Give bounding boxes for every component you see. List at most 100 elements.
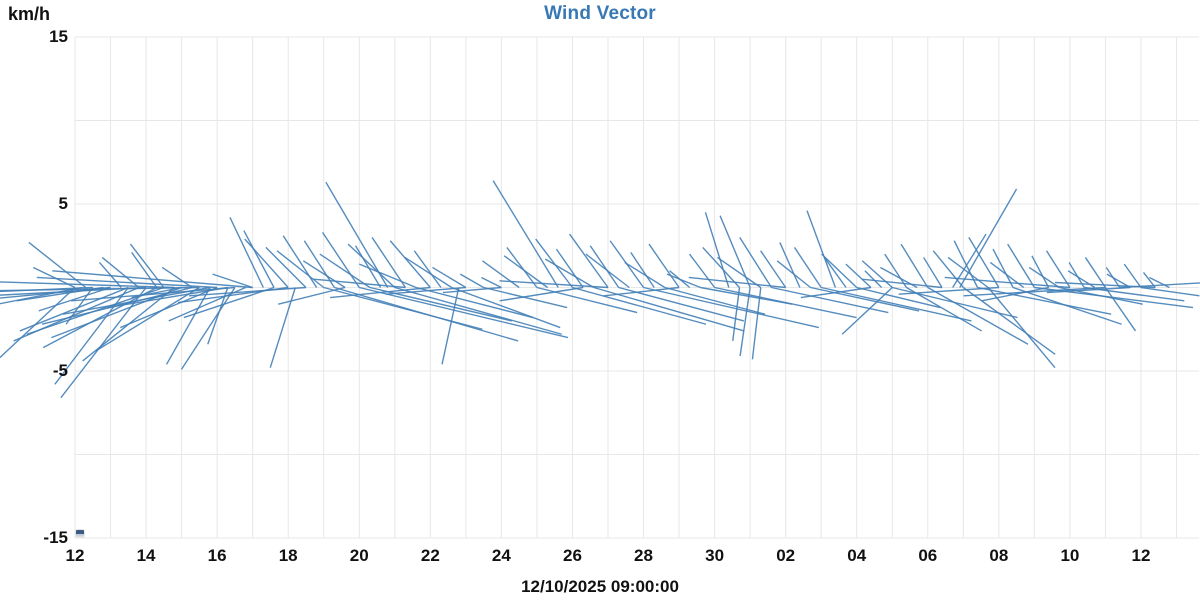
wind-vector-line — [506, 246, 538, 288]
wind-vector-line — [107, 286, 228, 309]
wind-vector-line — [95, 286, 200, 352]
wind-vector-line — [719, 215, 751, 288]
wind-vector-line — [700, 286, 793, 305]
x-tick-label: 22 — [420, 546, 440, 565]
wind-vector-line — [771, 286, 889, 314]
y-tick-label: 15 — [49, 27, 68, 46]
x-tick-label: 26 — [562, 546, 582, 565]
wind-vector-line — [1054, 281, 1156, 289]
x-tick-label: 02 — [776, 546, 796, 565]
wind-vector-line — [732, 287, 741, 342]
wind-vector-line — [347, 243, 396, 289]
wind-vector-line — [389, 240, 431, 288]
wind-vector-line — [688, 253, 716, 288]
wind-vector-line — [776, 260, 811, 289]
wind-vector-line — [1104, 287, 1137, 332]
x-tick-label: 12 — [65, 546, 85, 565]
wind-vector-line — [739, 237, 773, 288]
wind-vector-line — [624, 261, 666, 289]
wind-vector-line — [0, 286, 200, 292]
wind-vector-line — [1012, 286, 1122, 325]
wind-vector-line — [900, 243, 929, 288]
wind-vector-line — [451, 286, 561, 329]
wind-vector-line — [618, 286, 745, 322]
wind-vector-line — [1067, 270, 1096, 289]
wind-vector-line — [212, 273, 253, 289]
wind-vector-line — [441, 287, 460, 365]
wind-vector-line — [42, 286, 158, 349]
wind-vector-line — [303, 240, 335, 288]
wind-vector-line — [898, 286, 999, 295]
wind-vector-line — [0, 281, 175, 289]
wind-vector-line — [800, 286, 872, 299]
wind-vector-line — [19, 286, 129, 332]
wind-vector-line — [1084, 257, 1107, 288]
wind-vector-line — [821, 286, 972, 322]
wind-vector-line — [165, 287, 211, 365]
wind-vector-line — [810, 286, 920, 312]
wind-vector-line — [947, 256, 989, 289]
wind-vector-line — [664, 286, 766, 315]
y-tick-label: -15 — [43, 528, 68, 547]
x-tick-label: 14 — [136, 546, 156, 565]
wind-vector-line — [131, 252, 158, 288]
wind-vector-line — [1142, 272, 1156, 288]
wind-vector-line — [244, 238, 289, 288]
wind-vector-line — [36, 276, 218, 289]
wind-vector-line — [630, 252, 655, 288]
wind-vector-line — [535, 238, 574, 288]
wind-vector-line — [1028, 266, 1060, 289]
wind-vector-line — [569, 233, 609, 288]
x-tick-label: 04 — [847, 546, 867, 565]
wind-vector-line — [481, 276, 502, 289]
x-tick-label: 28 — [634, 546, 653, 565]
wind-vector-line — [821, 253, 858, 289]
wind-vector-line — [923, 257, 943, 288]
wind-vector-line — [161, 266, 193, 289]
wind-vector-line — [648, 243, 680, 288]
wind-vector-line — [779, 242, 801, 288]
x-tick-label: 24 — [491, 546, 511, 565]
wind-vector-line — [1045, 250, 1071, 288]
wind-vector-line — [962, 286, 1056, 355]
wind-vector-line — [276, 250, 325, 289]
wind-vector-line — [987, 287, 1056, 369]
wind-vector-line — [666, 273, 701, 289]
x-tick-label: 10 — [1060, 546, 1080, 565]
chart-title: Wind Vector — [544, 3, 656, 24]
wind-vector-line — [932, 250, 964, 288]
wind-vector-line — [503, 255, 549, 289]
wind-vector-line — [1149, 276, 1170, 289]
watermark-icon — [76, 530, 84, 537]
wind-vector-line — [404, 256, 453, 289]
wind-vector-line — [823, 257, 847, 288]
wind-vector-line — [499, 280, 609, 289]
wind-vector-line — [861, 260, 893, 289]
wind-vector-line — [492, 180, 559, 288]
wind-vector-line — [977, 286, 1112, 315]
wind-vector-line — [963, 286, 1106, 297]
wind-vector-line — [325, 181, 389, 288]
wind-vector-line — [1106, 273, 1131, 289]
wind-vector-line — [415, 286, 534, 319]
wind-vector-line — [1123, 263, 1142, 288]
wind-vector-line — [544, 258, 595, 289]
wind-vector-line — [760, 250, 787, 288]
wind-vector-line — [319, 253, 371, 289]
wind-vector-line — [968, 237, 1000, 288]
wind-vector-line — [482, 260, 520, 289]
wind-vector-line — [65, 287, 94, 325]
wind-vector-line — [856, 286, 941, 309]
x-tick-label: 06 — [918, 546, 938, 565]
wind-vector-line — [229, 217, 264, 288]
wind-vector-line — [1046, 286, 1131, 294]
wind-vector-line — [334, 286, 519, 342]
wind-vector-line — [71, 286, 235, 302]
wind-vector-line — [716, 256, 762, 289]
wind-vector-line — [129, 243, 165, 288]
wind-vector-line — [793, 247, 822, 288]
y-tick-label: -5 — [52, 361, 68, 380]
wind-vector-line — [189, 286, 307, 297]
wind-vector-line — [413, 250, 442, 288]
